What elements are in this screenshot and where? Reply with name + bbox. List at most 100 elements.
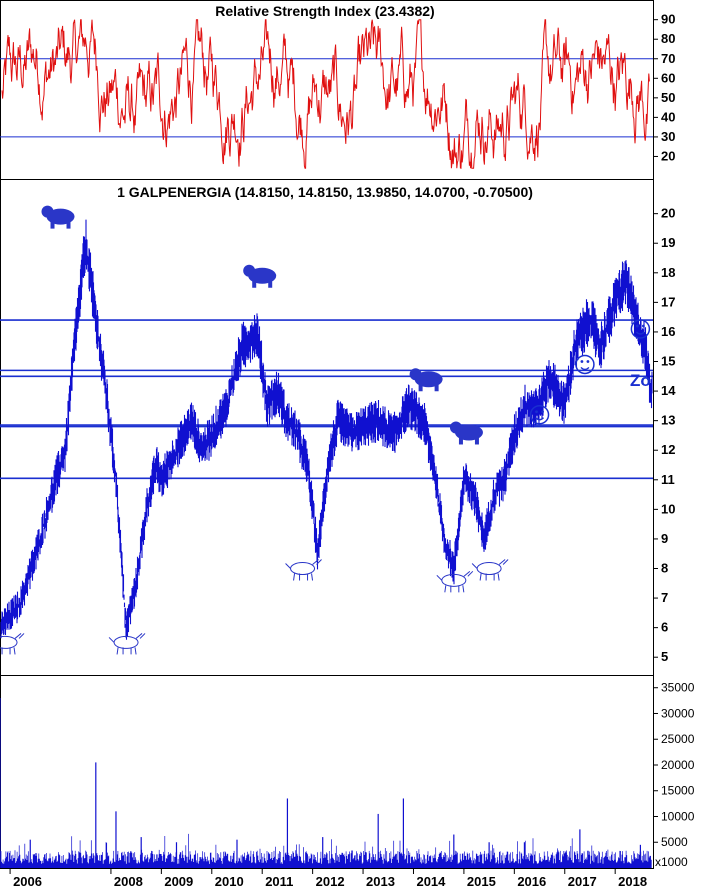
year-label: 2009 (164, 874, 193, 889)
bear-head (41, 205, 54, 218)
bear-icon (409, 368, 443, 392)
price-tick-label: 7 (661, 590, 668, 605)
year-label: 2012 (316, 874, 345, 889)
bear-leg (50, 221, 55, 229)
smiley-face (630, 319, 651, 339)
volume-tick-label: 30000 (661, 706, 695, 720)
bear-head (243, 264, 256, 277)
bear-leg (66, 221, 71, 229)
rsi-tick-label: 20 (661, 148, 675, 163)
volume-tick-label: 10000 (661, 809, 695, 823)
volume-unit-label: x1000 (655, 855, 688, 869)
rsi-tick-label: 80 (661, 31, 675, 46)
price-tick-label: 11 (661, 472, 675, 487)
rsi-tick-label: 60 (661, 70, 675, 85)
smiley-eye (635, 324, 639, 328)
bear-body (46, 208, 75, 225)
rsi-tick-label: 40 (661, 109, 675, 124)
bull-body (0, 635, 18, 649)
price-bars (0, 219, 653, 640)
price-title: 1 GALPENERGIA (14.8150, 14.8150, 13.9850… (117, 184, 533, 200)
x-axis: 2006 2008 2009 2010 2011 2012 2013 2014 2015 2016… (9, 868, 647, 889)
bull-icon (436, 570, 474, 593)
bull-legs-horns (436, 570, 474, 593)
bear-icon (41, 205, 75, 229)
smiley-face (529, 404, 550, 425)
volume-tick-label: 20000 (661, 758, 695, 772)
bull-legs-horns (285, 559, 322, 581)
smiley-eye (535, 410, 538, 414)
bull-body (290, 562, 316, 576)
volume-tick-label: 25000 (661, 732, 695, 746)
smiley-icon (529, 404, 550, 425)
year-label: 2013 (366, 874, 395, 889)
year-label: 2014 (416, 874, 446, 889)
price-panel-frame (0, 179, 654, 676)
year-label: 2015 (467, 874, 496, 889)
smiley-eye (641, 324, 645, 328)
volume-panel: 5000 10000 15000 20000 25000 30000 35000 (0, 681, 695, 868)
bull-legs-horns (108, 633, 146, 655)
price-tick-label: 12 (661, 442, 675, 457)
bear-leg (458, 437, 463, 445)
bear-icon (243, 264, 277, 288)
bear-body (414, 371, 443, 388)
bull-icon (285, 559, 322, 581)
price-tick-label: 14 (661, 383, 676, 398)
year-label: 2006 (13, 874, 42, 889)
smiley-mouth (535, 417, 545, 421)
bull-icon (108, 633, 146, 655)
rsi-tick-label: 70 (661, 51, 675, 66)
price-tick-label: 20 (661, 206, 675, 221)
price-tick-label: 5 (661, 649, 668, 664)
smiley-eye (586, 360, 590, 363)
smiley-eye (541, 410, 544, 414)
volume-tick-label: 15000 (661, 784, 695, 798)
bear-body (248, 267, 277, 284)
price-tick-label: 10 (661, 501, 675, 516)
bear-icon (449, 421, 483, 445)
volume-panel-frame (0, 675, 654, 869)
year-label: 2017 (568, 874, 597, 889)
bear-leg (268, 280, 273, 288)
smiley-mouth (635, 331, 645, 335)
price-tick-label: 19 (661, 235, 675, 250)
year-label: 2010 (215, 874, 244, 889)
bull-body (476, 562, 502, 576)
bull-legs-horns (1, 633, 25, 655)
price-tick-label: 16 (661, 324, 675, 339)
bear-head (409, 368, 422, 381)
bear-body (454, 424, 483, 441)
bear-leg (434, 384, 439, 392)
price-tick-label: 13 (661, 413, 675, 428)
bear-leg (418, 384, 423, 392)
bear-leg (252, 280, 257, 288)
rsi-panel: 20 30 40 50 60 70 80 90 (0, 12, 675, 169)
bull-icon (471, 559, 509, 581)
volume-bars (0, 833, 652, 868)
zo-annotation: Zo (630, 371, 651, 390)
volume-tick-label: 35000 (661, 681, 695, 695)
price-tick-label: 18 (661, 265, 675, 280)
smiley-face (575, 354, 595, 375)
price-tick-label: 9 (661, 531, 668, 546)
smiley-icon (575, 354, 595, 375)
price-tick-label: 15 (661, 354, 675, 369)
bull-legs-horns (471, 559, 509, 581)
year-label: 2011 (265, 874, 293, 889)
smiley-mouth (580, 366, 590, 371)
bull-icon (0, 633, 25, 655)
price-tick-label: 17 (661, 294, 675, 309)
year-label: 2018 (618, 874, 647, 889)
rsi-tick-label: 30 (661, 129, 675, 144)
smiley-icon (630, 319, 651, 339)
price-tick-label: 8 (661, 561, 668, 576)
volume-tick-label: 5000 (661, 835, 688, 849)
bear-head (449, 421, 462, 434)
bear-leg (474, 437, 479, 445)
rsi-tick-label: 50 (661, 90, 675, 105)
rsi-title: Relative Strength Index (23.4382) (215, 3, 434, 19)
rsi-tick-label: 90 (661, 12, 675, 27)
price-tick-label: 6 (661, 620, 668, 635)
